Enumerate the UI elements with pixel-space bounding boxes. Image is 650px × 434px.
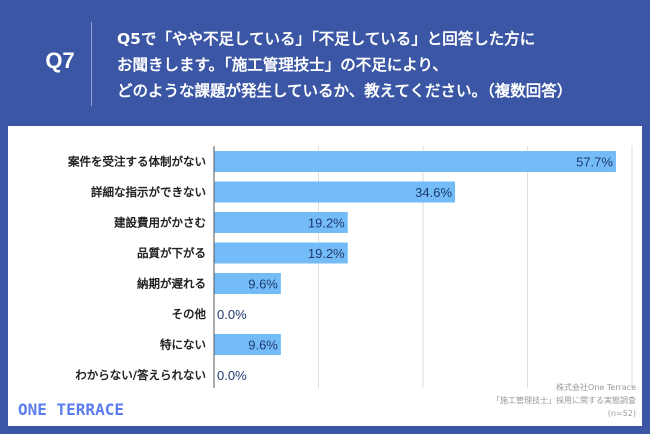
- value-label: 19.2%: [308, 246, 345, 261]
- bar: [214, 242, 348, 264]
- value-label: 9.6%: [248, 277, 278, 292]
- question-number: Q7: [45, 48, 75, 73]
- chart-panel: [8, 126, 642, 426]
- category-label: 建設費用がかさむ: [114, 216, 206, 230]
- bar: [214, 273, 281, 294]
- value-label: 9.6%: [248, 338, 278, 353]
- bar: [214, 151, 616, 172]
- source-sample: (n=52): [607, 409, 636, 418]
- category-label: その他: [172, 307, 207, 321]
- category-label: 品質が下がる: [137, 246, 206, 260]
- category-label: 納期が遅れる: [137, 277, 206, 291]
- bar: [214, 181, 456, 203]
- question-text: Q5で「やや不足している」「不足している」と回答した方に お聞きします。「施工管…: [117, 26, 572, 104]
- source-survey: 「施工管理技士」採用に関する実態調査: [492, 396, 636, 405]
- one-terrace-logo: ONE TERRACE: [18, 400, 124, 419]
- value-label: 34.6%: [415, 185, 452, 200]
- bar: [214, 334, 281, 355]
- value-label: 0.0%: [217, 307, 247, 322]
- value-label: 19.2%: [308, 216, 345, 231]
- source-note: 株式会社One Terrace 「施工管理技士」採用に関する実態調査 (n=52…: [492, 381, 636, 420]
- source-company: 株式会社One Terrace: [556, 383, 636, 392]
- value-label: 0.0%: [217, 368, 247, 383]
- category-label: 詳細な指示ができない: [91, 185, 206, 199]
- bar: [214, 212, 348, 233]
- question-line: どのような課題が発生しているか、教えてください。（複数回答）: [117, 82, 573, 100]
- category-label: 特にない: [160, 338, 206, 352]
- category-label: わからない/答えられない: [75, 368, 206, 382]
- value-label: 57.7%: [576, 155, 613, 170]
- header-divider: [91, 22, 92, 106]
- question-line: Q5で「やや不足している」「不足している」と回答した方に: [117, 30, 536, 48]
- question-line: お聞きします。「施工管理技士」の不足により、: [117, 56, 448, 74]
- category-label: 案件を受注する体制がない: [67, 155, 206, 169]
